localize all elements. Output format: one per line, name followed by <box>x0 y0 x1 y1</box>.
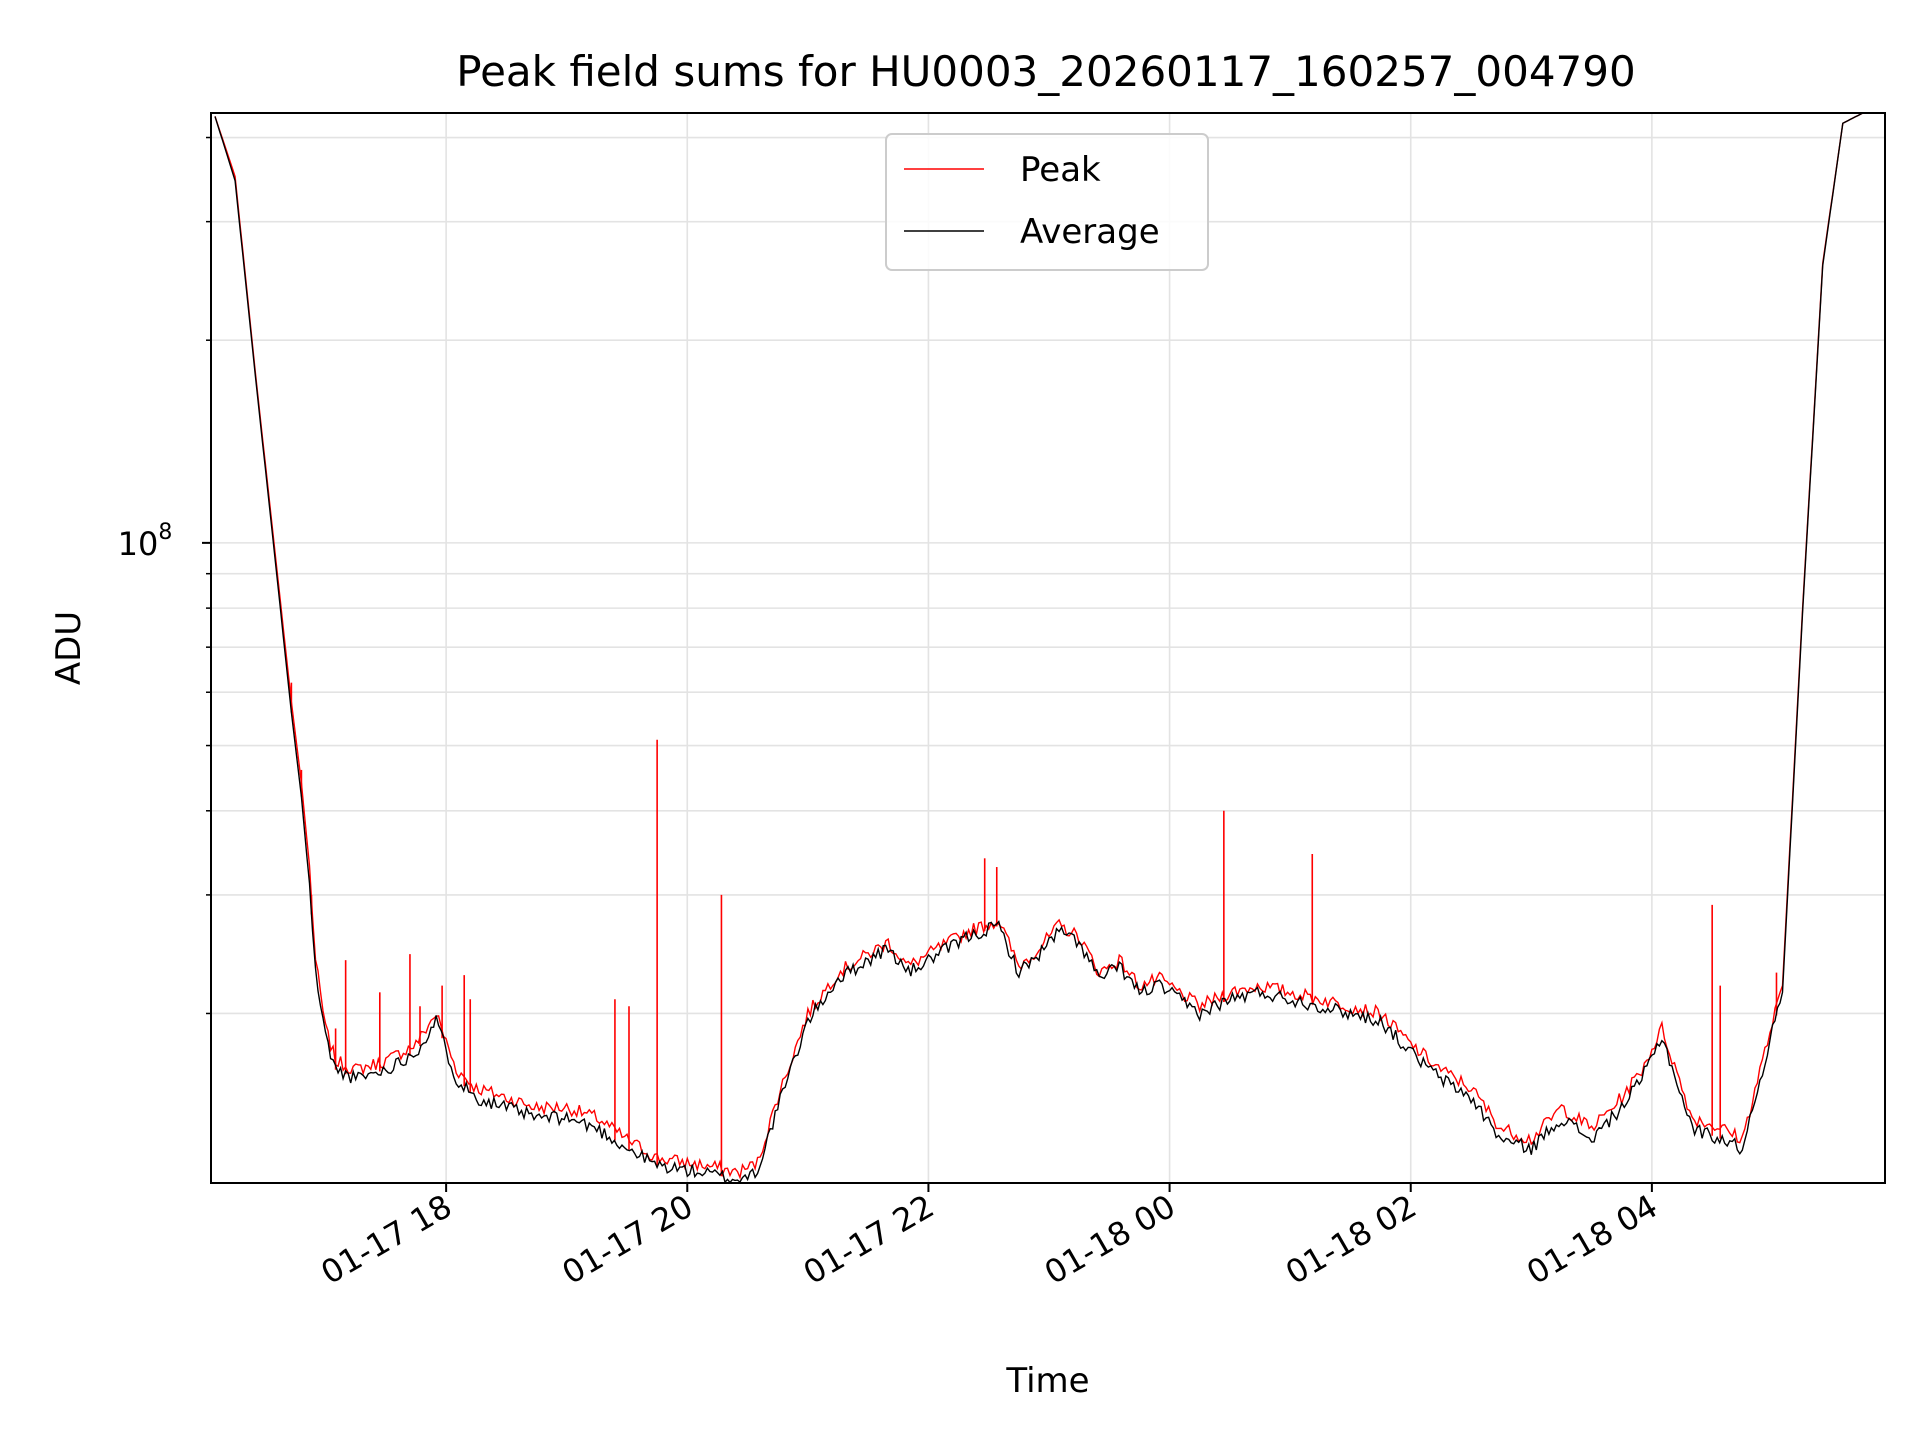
legend-label-peak: Peak <box>1020 150 1101 190</box>
x-axis-label: Time <box>1005 1361 1089 1401</box>
y-tick-label: 108 <box>118 520 173 563</box>
series-line-average <box>214 113 1883 1183</box>
y-tick-exponent: 8 <box>158 520 172 545</box>
chart-title: Peak field sums for HU0003_20260117_1602… <box>456 47 1635 96</box>
legend-label-average: Average <box>1020 212 1160 252</box>
y-axis-label: ADU <box>49 611 89 685</box>
legend: Peak Average <box>885 133 1209 271</box>
plot-area <box>214 113 1883 1183</box>
series-line-peak <box>214 113 1883 1180</box>
grid <box>211 113 1885 1183</box>
legend-box <box>885 133 1209 271</box>
plot-frame <box>210 112 1886 1184</box>
y-tick-base: 10 <box>118 525 159 563</box>
